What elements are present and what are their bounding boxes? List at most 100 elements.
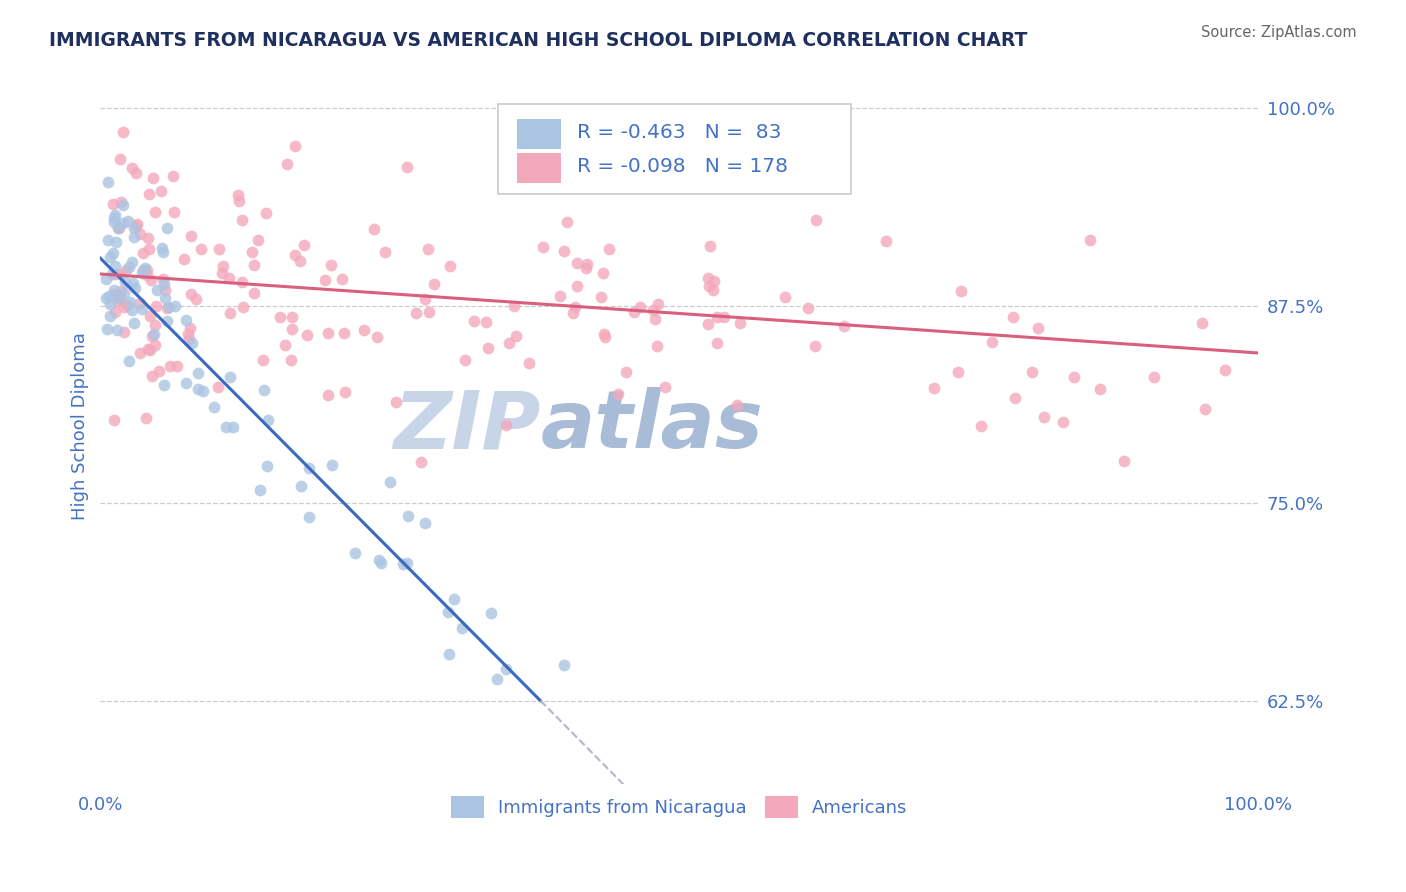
Point (97, 175, 120, 189)
Point (256, 458, 278, 473)
Point (122, 221, 145, 235)
Point (370, 556, 392, 570)
Point (143, 204, 166, 219)
Point (228, 194, 250, 208)
Point (553, 244, 575, 259)
Point (628, 300, 651, 314)
Point (396, 556, 419, 570)
Point (159, 359, 181, 374)
Point (517, 356, 540, 370)
Point (374, 244, 396, 259)
Point (141, 368, 163, 383)
Point (949, 284, 972, 298)
Point (562, 306, 585, 320)
Point (150, 241, 173, 255)
Point (121, 303, 143, 318)
Point (396, 161, 419, 175)
Point (316, 388, 339, 402)
Point (1080, 233, 1102, 247)
Point (252, 353, 274, 368)
Point (1112, 454, 1135, 468)
Point (333, 385, 356, 400)
Point (647, 297, 669, 311)
Point (725, 398, 748, 412)
Point (706, 336, 728, 351)
Point (187, 366, 209, 380)
Point (276, 157, 298, 171)
Point (142, 326, 165, 341)
Point (121, 255, 143, 269)
Point (553, 658, 575, 673)
Point (413, 293, 436, 307)
Point (103, 283, 125, 297)
Point (142, 170, 165, 185)
Point (103, 412, 125, 426)
Point (321, 258, 343, 272)
Point (257, 413, 280, 427)
Point (479, 606, 502, 620)
Point (498, 336, 520, 351)
Point (486, 673, 509, 687)
Point (166, 359, 188, 374)
Point (174, 313, 197, 327)
Point (135, 411, 157, 425)
Point (453, 352, 475, 367)
Point (368, 553, 391, 567)
Point (477, 341, 499, 355)
Point (418, 305, 440, 319)
Point (104, 304, 127, 318)
Point (292, 238, 315, 252)
Point (156, 314, 179, 328)
Point (1191, 316, 1213, 330)
Point (284, 248, 307, 262)
Point (163, 204, 186, 219)
Point (96, 291, 118, 305)
Y-axis label: High School Diploma: High School Diploma (72, 333, 89, 520)
Point (101, 246, 124, 260)
Text: atlas: atlas (540, 387, 763, 466)
Point (122, 230, 145, 244)
Point (366, 330, 388, 344)
Point (218, 369, 240, 384)
Point (503, 299, 526, 313)
Point (297, 327, 319, 342)
Point (413, 516, 436, 530)
Point (152, 244, 174, 259)
Point (112, 325, 135, 339)
Point (162, 169, 184, 183)
Point (152, 277, 174, 291)
Point (706, 310, 728, 324)
Point (598, 242, 620, 256)
Point (111, 215, 134, 229)
Point (548, 289, 571, 303)
Point (157, 300, 180, 314)
Point (607, 387, 630, 401)
Point (697, 279, 720, 293)
Point (110, 285, 132, 299)
Point (591, 290, 613, 304)
Point (1002, 310, 1025, 324)
Point (153, 377, 176, 392)
Text: Source: ZipAtlas.com: Source: ZipAtlas.com (1201, 25, 1357, 40)
Point (110, 194, 132, 209)
Point (211, 266, 233, 280)
Point (207, 379, 229, 393)
Point (249, 483, 271, 497)
Point (165, 299, 187, 313)
Point (226, 188, 249, 202)
Point (118, 260, 141, 274)
Point (644, 312, 666, 326)
Point (773, 290, 796, 304)
Point (97, 233, 120, 247)
Point (1088, 382, 1111, 396)
Point (125, 166, 148, 180)
Point (623, 305, 645, 319)
Point (443, 592, 465, 607)
Bar (517, 153, 561, 183)
Point (614, 365, 637, 379)
Point (1021, 365, 1043, 379)
Point (139, 273, 162, 287)
Point (150, 184, 173, 198)
Point (122, 277, 145, 291)
Point (231, 213, 253, 227)
